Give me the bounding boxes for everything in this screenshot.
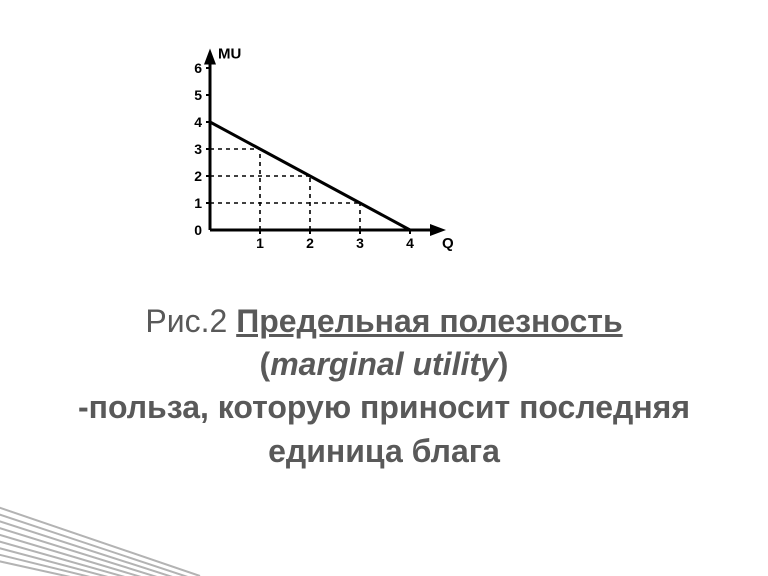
svg-text:Q: Q — [442, 235, 454, 252]
svg-text:6: 6 — [194, 60, 202, 76]
paren-open: ( — [260, 346, 271, 382]
caption-line-1: Рис.2 Предельная полезность — [0, 300, 768, 343]
paren-close: ) — [498, 346, 509, 382]
svg-text:4: 4 — [194, 114, 202, 130]
svg-text:2: 2 — [194, 168, 202, 184]
svg-text:0: 0 — [194, 222, 202, 238]
svg-text:MU: MU — [218, 46, 241, 63]
figure-label: Рис.2 — [145, 303, 227, 339]
title-en: marginal utility — [270, 346, 498, 382]
svg-text:1: 1 — [256, 235, 264, 251]
svg-text:4: 4 — [406, 235, 414, 251]
corner-decor — [0, 471, 240, 576]
definition-text-2: единица блага — [268, 433, 500, 469]
figure-caption: Рис.2 Предельная полезность (marginal ut… — [0, 300, 768, 473]
caption-line-4: единица блага — [0, 430, 768, 473]
svg-text:3: 3 — [194, 141, 202, 157]
svg-text:5: 5 — [194, 87, 202, 103]
definition-text-1: польза, которую приносит последняя — [89, 389, 690, 425]
title-ru: Предельная полезность — [236, 303, 622, 339]
svg-text:1: 1 — [194, 195, 202, 211]
mu-chart-svg: MU Q 0 1 2 3 4 5 6 1 2 3 4 — [170, 20, 470, 270]
svg-text:2: 2 — [306, 235, 314, 251]
mu-chart: MU Q 0 1 2 3 4 5 6 1 2 3 4 — [170, 20, 470, 275]
caption-line-2: (marginal utility) — [0, 343, 768, 386]
corner-decor-svg — [0, 471, 240, 576]
caption-line-3: -польза, которую приносит последняя — [0, 386, 768, 429]
svg-text:3: 3 — [356, 235, 364, 251]
definition-prefix: - — [78, 389, 89, 425]
